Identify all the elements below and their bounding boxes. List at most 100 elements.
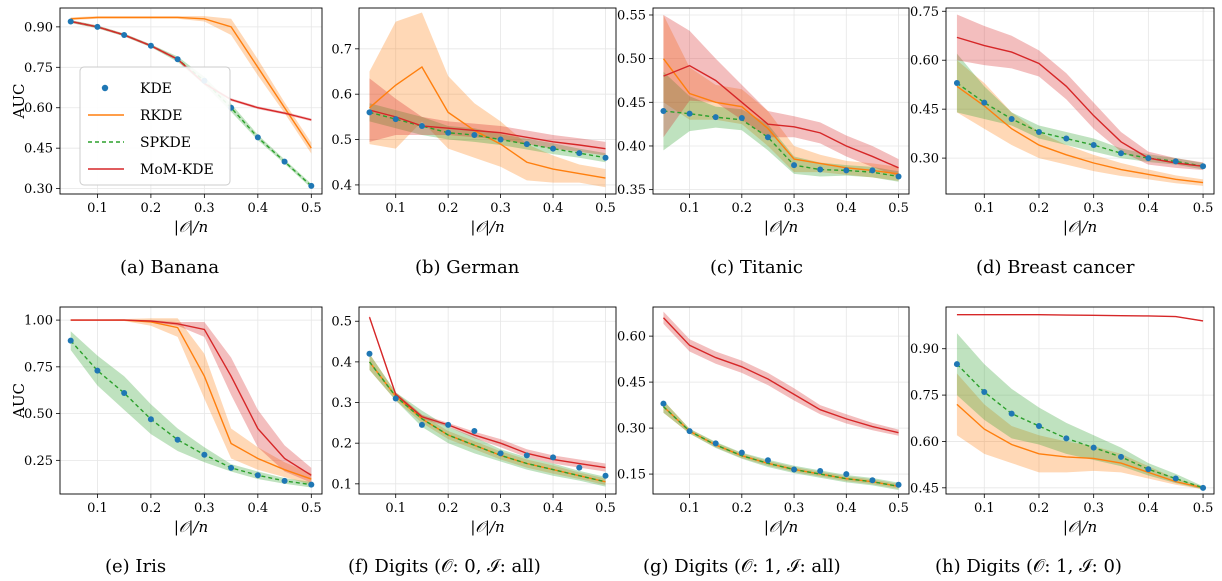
kde-point [843,471,850,478]
kde-point [817,468,824,475]
kde-point [392,116,399,123]
x-tick-label: 0.2 [731,201,752,216]
spkde-line [368,361,606,483]
y-tick-label: 0.50 [24,407,53,422]
y-tick-label: 0.90 [24,20,53,35]
kde-point [366,109,373,116]
x-tick-label: 0.3 [490,501,511,516]
kde-point [201,451,208,458]
plot-area [953,14,1207,186]
kde-point [281,158,288,165]
x-axis-label: |𝒪|/n [1063,518,1097,536]
x-tick-label: 0.5 [1193,201,1214,216]
mom-kde-line [956,36,1204,167]
kde-point [764,457,771,464]
legend-label: MoM-KDE [140,162,214,178]
x-tick-label: 0.2 [141,501,162,516]
spkde-band [663,400,899,491]
x-tick-label: 0.2 [438,201,459,216]
panel-f: 0.1 0.2 0.3 0.4 0.5 0.1 0.2 0.3 0.4 0.5 |𝒪|/n (f) D… [331,306,617,577]
y-tick-label: 0.30 [24,182,53,197]
x-tick-label: 0.5 [888,501,909,516]
spkde-band [956,333,1204,490]
y-tick-label: 0.4 [331,355,352,370]
x-tick-label: 0.1 [87,201,108,216]
y-tick-label: 1.00 [24,314,53,329]
plot-area [366,315,609,487]
x-tick-label: 0.1 [679,501,700,516]
legend-label: KDE [140,81,172,97]
x-tick-label: 0.4 [247,201,268,216]
kde-point [308,182,315,189]
x-tick-label: 0.3 [784,501,805,516]
axes-frame [59,306,323,495]
y-tick-label: 0.7 [331,42,352,57]
kde-point [418,421,425,428]
x-axis-label: |𝒪|/n [174,518,208,536]
kde-point [254,472,261,479]
kde-point [523,452,530,459]
y-tick-label: 0.60 [24,101,53,116]
panel-caption: (a) Banana [120,257,219,278]
kde-point [550,454,557,461]
kde-point [1145,466,1152,473]
y-tick-label: 0.5 [331,133,352,148]
rkde-band [70,16,312,154]
y-tick-label: 0.90 [910,342,939,357]
x-axis-label: |𝒪|/n [1063,218,1097,236]
kde-point [392,395,399,402]
spkde-line [662,406,899,488]
x-tick-label: 0.1 [87,501,108,516]
panel-caption: (c) Titanic [710,257,803,278]
kde-point [869,167,876,174]
y-axis-label: AUC [10,84,28,120]
kde-point [121,390,128,397]
spkde-band [369,353,606,487]
panel-caption: (g) Digits (𝒪: 1, ℐ: all) [643,556,841,577]
x-axis-label: |𝒪|/n [470,218,504,236]
mom-kde-band [663,14,899,177]
y-tick-label: 0.3 [331,396,352,411]
kde-point [712,114,719,121]
axes-frame [358,306,617,495]
y-tick-label: 0.40 [617,139,646,154]
rkde-band [70,318,312,485]
y-tick-label: 0.25 [24,454,53,469]
x-tick-label: 0.3 [1083,501,1104,516]
kde-point [1008,115,1015,122]
x-tick-label: 0.5 [301,501,322,516]
x-tick-label: 0.2 [731,501,752,516]
panel-caption: (d) Breast cancer [976,257,1135,278]
rkde-band [956,373,1204,490]
x-axis-label: |𝒪|/n [174,218,208,236]
rkde-line [662,58,899,175]
kde-point [712,440,719,447]
kde-point [686,110,693,117]
kde-point [953,80,960,87]
axes-frame [652,7,910,195]
mom-kde-line [368,316,606,469]
panel-caption: (b) German [415,257,520,278]
y-tick-label: 0.45 [910,103,939,118]
kde-point [791,162,798,169]
mom-kde-line [663,64,899,169]
axes-frame [358,7,617,195]
x-tick-label: 0.1 [974,201,995,216]
kde-point [953,361,960,368]
spkde-band [70,331,312,488]
x-tick-label: 0.1 [679,201,700,216]
mom-kde-line [956,314,1204,322]
kde-point [981,99,988,106]
kde-point [550,145,557,152]
x-tick-label: 0.5 [888,201,909,216]
legend-marker-kde [101,84,109,92]
y-tick-label: 0.30 [617,422,646,437]
x-tick-label: 0.3 [490,201,511,216]
panel-c: 0.1 0.2 0.3 0.4 0.5 0.35 0.40 0.45 0.50 0.55 |𝒪|/n… [617,7,910,278]
spkde-band [956,53,1204,170]
y-tick-label: 0.45 [617,96,646,111]
spkde-line [663,110,899,178]
y-tick-label: 0.50 [617,52,646,67]
legend-box [79,66,231,186]
kde-point [67,337,74,344]
